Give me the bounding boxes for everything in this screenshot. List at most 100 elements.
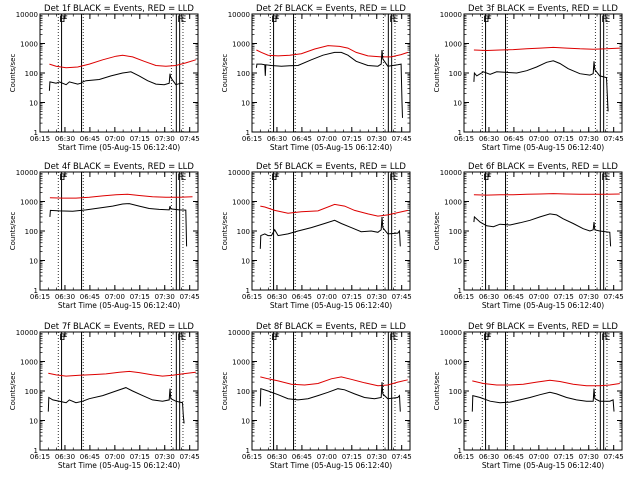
x-tick-label: 06:15: [30, 293, 50, 301]
x-tick-label: 07:00: [317, 135, 337, 143]
series-line-lld: [49, 193, 193, 199]
y-tick-label: 100: [449, 228, 462, 236]
series-line-events: [48, 71, 183, 91]
y-tick-label: 1: [34, 447, 38, 455]
y-tick-label: 1: [458, 447, 462, 455]
x-tick-label: 06:45: [292, 135, 312, 143]
y-axis-label: Counts/sec: [221, 54, 229, 93]
y-tick-label: 10000: [228, 11, 250, 19]
marker-label: E: [393, 333, 399, 343]
x-axis-label: Start Time (05-Aug-15 06:12:40): [58, 461, 180, 470]
marker-label: E: [393, 15, 399, 25]
y-tick-label: 1000: [444, 359, 462, 367]
marker-label: F: [63, 333, 68, 343]
x-axis-label: Start Time (05-Aug-15 06:12:40): [482, 461, 604, 470]
x-tick-label: 07:15: [130, 135, 150, 143]
x-tick-label: 06:30: [55, 135, 75, 143]
y-tick-label: 100: [25, 70, 38, 78]
marker-label: F: [63, 173, 68, 183]
x-axis-label: Start Time (05-Aug-15 06:12:40): [270, 301, 392, 310]
x-tick-label: 07:30: [579, 453, 599, 461]
y-tick-label: 10000: [440, 329, 462, 337]
y-tick-label: 10000: [16, 11, 38, 19]
x-tick-label: 07:15: [554, 293, 574, 301]
x-tick-label: 07:30: [367, 453, 387, 461]
y-tick-label: 1000: [20, 359, 38, 367]
x-tick-label: 07:15: [554, 453, 574, 461]
x-axis-label: Start Time (05-Aug-15 06:12:40): [482, 301, 604, 310]
x-tick-label: 07:45: [392, 453, 412, 461]
x-tick-label: 07:15: [130, 293, 150, 301]
x-tick-label: 07:15: [342, 453, 362, 461]
y-tick-label: 10000: [228, 169, 250, 177]
x-tick-label: 07:15: [342, 293, 362, 301]
x-tick-label: 06:45: [504, 453, 524, 461]
marker-label: F: [601, 15, 606, 25]
x-axis-label: Start Time (05-Aug-15 06:12:40): [482, 143, 604, 152]
x-axis-label: Start Time (05-Aug-15 06:12:40): [58, 143, 180, 152]
y-tick-label: 10000: [440, 11, 462, 19]
marker-label: F: [63, 15, 68, 25]
x-tick-label: 07:30: [579, 293, 599, 301]
marker-label: E: [59, 173, 65, 183]
series-line-lld: [472, 379, 620, 387]
x-tick-label: 06:45: [80, 135, 100, 143]
marker-label: F: [177, 333, 182, 343]
y-tick-label: 1: [458, 287, 462, 295]
y-tick-label: 100: [449, 70, 462, 78]
y-tick-label: 1000: [444, 199, 462, 207]
x-tick-label: 06:30: [55, 453, 75, 461]
y-axis-label: Counts/sec: [433, 54, 441, 93]
marker-label: E: [271, 333, 277, 343]
series-line-lld: [48, 370, 196, 377]
series-line-lld: [473, 193, 620, 196]
x-tick-label: 07:30: [155, 293, 175, 301]
y-tick-label: 100: [449, 388, 462, 396]
x-tick-label: 06:15: [30, 135, 50, 143]
panel-title: Det 9f BLACK = Events, RED = LLD: [468, 322, 618, 332]
series-line-events: [47, 387, 185, 424]
x-tick-label: 07:45: [604, 453, 624, 461]
marker-label: F: [177, 15, 182, 25]
x-tick-label: 06:15: [242, 293, 262, 301]
x-tick-label: 07:30: [367, 135, 387, 143]
y-tick-label: 10000: [440, 169, 462, 177]
series-line-lld: [49, 54, 196, 69]
y-tick-label: 100: [25, 388, 38, 396]
y-tick-label: 10000: [228, 329, 250, 337]
x-tick-label: 07:30: [155, 135, 175, 143]
y-tick-label: 10: [453, 100, 462, 108]
x-tick-label: 07:15: [130, 453, 150, 461]
x-tick-label: 07:45: [392, 293, 412, 301]
y-tick-label: 10: [241, 418, 250, 426]
panel-title: Det 8f BLACK = Events, RED = LLD: [256, 322, 406, 332]
series-line-lld: [260, 376, 408, 387]
marker-label: F: [487, 173, 492, 183]
y-tick-label: 1: [34, 129, 38, 137]
plot-frame: [251, 13, 411, 133]
series-line-lld: [260, 203, 408, 217]
x-tick-label: 07:00: [317, 293, 337, 301]
x-tick-label: 07:00: [529, 453, 549, 461]
marker-label: F: [601, 333, 606, 343]
y-tick-label: 10: [453, 418, 462, 426]
x-tick-label: 07:15: [554, 135, 574, 143]
x-tick-label: 06:30: [267, 135, 287, 143]
y-tick-label: 10: [29, 418, 38, 426]
x-tick-label: 06:30: [479, 293, 499, 301]
series-line-lld: [256, 45, 408, 58]
y-tick-label: 1: [246, 287, 250, 295]
y-tick-label: 1000: [232, 199, 250, 207]
panel-title: Det 7f BLACK = Events, RED = LLD: [44, 322, 194, 332]
y-tick-label: 10: [453, 258, 462, 266]
x-tick-label: 06:45: [80, 453, 100, 461]
panel-title: Det 6f BLACK = Events, RED = LLD: [468, 162, 618, 172]
panel-title: Det 3f BLACK = Events, RED = LLD: [468, 4, 618, 14]
marker-label: F: [487, 15, 492, 25]
panel-title: Det 2f BLACK = Events, RED = LLD: [256, 4, 406, 14]
